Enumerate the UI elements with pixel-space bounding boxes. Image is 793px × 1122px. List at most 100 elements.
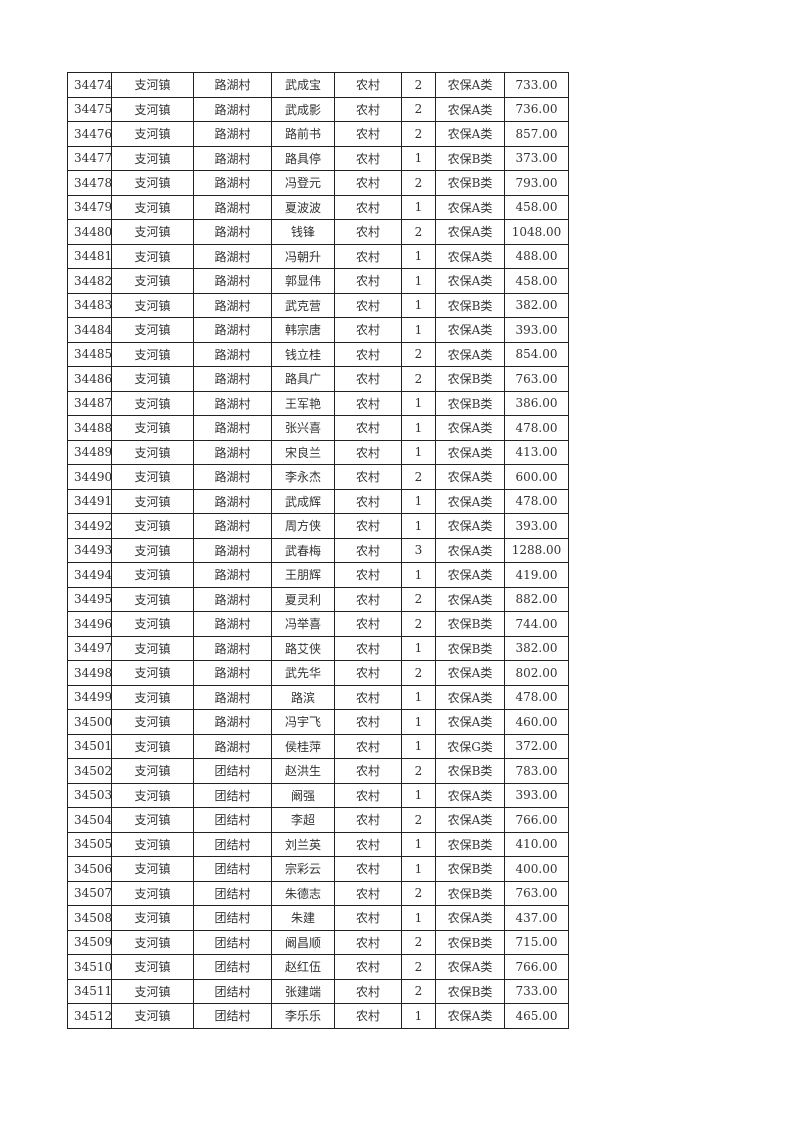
household-type-cell: 农村 — [334, 537, 402, 563]
count-cell: 2 — [401, 660, 436, 686]
person-name-cell: 武春梅 — [271, 537, 335, 563]
row-id-cell: 34504 — [67, 807, 112, 833]
town-cell: 支河镇 — [111, 782, 194, 808]
row-id-cell: 34494 — [67, 562, 112, 588]
count-cell: 1 — [401, 439, 436, 465]
count-cell: 1 — [401, 709, 436, 735]
household-type-cell: 农村 — [334, 758, 402, 784]
amount-cell: 382.00 — [504, 635, 569, 661]
insurance-category-cell: 农保A类 — [435, 954, 505, 980]
insurance-category-cell: 农保B类 — [435, 635, 505, 661]
row-id-cell: 34480 — [67, 219, 112, 245]
person-name-cell: 朱建 — [271, 905, 335, 931]
person-name-cell: 武克营 — [271, 292, 335, 318]
household-type-cell: 农村 — [334, 464, 402, 490]
amount-cell: 857.00 — [504, 121, 569, 147]
amount-cell: 460.00 — [504, 709, 569, 735]
village-cell: 路湖村 — [193, 415, 272, 441]
row-id-cell: 34510 — [67, 954, 112, 980]
insurance-category-cell: 农保A类 — [435, 96, 505, 122]
count-cell: 2 — [401, 880, 436, 906]
village-cell: 路湖村 — [193, 268, 272, 294]
amount-cell: 400.00 — [504, 856, 569, 882]
amount-cell: 382.00 — [504, 292, 569, 318]
count-cell: 2 — [401, 219, 436, 245]
household-type-cell: 农村 — [334, 782, 402, 808]
person-name-cell: 赵洪生 — [271, 758, 335, 784]
town-cell: 支河镇 — [111, 611, 194, 637]
row-id-cell: 34506 — [67, 856, 112, 882]
person-name-cell: 路艾侠 — [271, 635, 335, 661]
insurance-category-cell: 农保A类 — [435, 782, 505, 808]
village-cell: 路湖村 — [193, 72, 272, 98]
village-cell: 路湖村 — [193, 243, 272, 269]
household-type-cell: 农村 — [334, 611, 402, 637]
amount-cell: 1048.00 — [504, 219, 569, 245]
village-cell: 路湖村 — [193, 439, 272, 465]
insurance-category-cell: 农保B类 — [435, 366, 505, 392]
row-id-cell: 34492 — [67, 513, 112, 539]
town-cell: 支河镇 — [111, 1003, 194, 1029]
table-row: 34507 支河镇 团结村 朱德志 农村 2 农保B类 763.00 — [67, 880, 569, 906]
table-row: 34502 支河镇 团结村 赵洪生 农村 2 农保B类 783.00 — [67, 758, 569, 784]
row-id-cell: 34485 — [67, 341, 112, 367]
row-id-cell: 34502 — [67, 758, 112, 784]
insurance-category-cell: 农保A类 — [435, 194, 505, 220]
table-row: 34485 支河镇 路湖村 钱立桂 农村 2 农保A类 854.00 — [67, 341, 569, 367]
household-type-cell: 农村 — [334, 929, 402, 955]
village-cell: 路湖村 — [193, 317, 272, 343]
town-cell: 支河镇 — [111, 341, 194, 367]
count-cell: 1 — [401, 317, 436, 343]
insurance-category-cell: 农保A类 — [435, 537, 505, 563]
insurance-category-cell: 农保B类 — [435, 978, 505, 1004]
table-row: 34491 支河镇 路湖村 武成辉 农村 1 农保A类 478.00 — [67, 488, 569, 514]
table-row: 34488 支河镇 路湖村 张兴喜 农村 1 农保A类 478.00 — [67, 415, 569, 441]
table-row: 34501 支河镇 路湖村 侯桂萍 农村 1 农保G类 372.00 — [67, 733, 569, 759]
insurance-category-cell: 农保A类 — [435, 219, 505, 245]
amount-cell: 386.00 — [504, 390, 569, 416]
person-name-cell: 武成影 — [271, 96, 335, 122]
village-cell: 路湖村 — [193, 121, 272, 147]
town-cell: 支河镇 — [111, 831, 194, 857]
village-cell: 团结村 — [193, 807, 272, 833]
person-name-cell: 王朋辉 — [271, 562, 335, 588]
village-cell: 路湖村 — [193, 611, 272, 637]
household-type-cell: 农村 — [334, 513, 402, 539]
amount-cell: 854.00 — [504, 341, 569, 367]
village-cell: 路湖村 — [193, 635, 272, 661]
village-cell: 路湖村 — [193, 219, 272, 245]
table-row: 34506 支河镇 团结村 宗彩云 农村 1 农保B类 400.00 — [67, 856, 569, 882]
table-row: 34486 支河镇 路湖村 路具广 农村 2 农保B类 763.00 — [67, 366, 569, 392]
town-cell: 支河镇 — [111, 145, 194, 171]
count-cell: 1 — [401, 513, 436, 539]
person-name-cell: 韩宗唐 — [271, 317, 335, 343]
count-cell: 1 — [401, 635, 436, 661]
household-type-cell: 农村 — [334, 243, 402, 269]
count-cell: 2 — [401, 341, 436, 367]
village-cell: 团结村 — [193, 929, 272, 955]
person-name-cell: 路前书 — [271, 121, 335, 147]
amount-cell: 478.00 — [504, 415, 569, 441]
town-cell: 支河镇 — [111, 660, 194, 686]
table-row: 34492 支河镇 路湖村 周方侠 农村 1 农保A类 393.00 — [67, 513, 569, 539]
town-cell: 支河镇 — [111, 758, 194, 784]
person-name-cell: 张兴喜 — [271, 415, 335, 441]
count-cell: 2 — [401, 978, 436, 1004]
count-cell: 1 — [401, 194, 436, 220]
village-cell: 团结村 — [193, 856, 272, 882]
insurance-category-cell: 农保B类 — [435, 390, 505, 416]
row-id-cell: 34491 — [67, 488, 112, 514]
table-row: 34482 支河镇 路湖村 郭显伟 农村 1 农保A类 458.00 — [67, 268, 569, 294]
household-type-cell: 农村 — [334, 341, 402, 367]
count-cell: 2 — [401, 929, 436, 955]
table-row: 34483 支河镇 路湖村 武克营 农村 1 农保B类 382.00 — [67, 292, 569, 318]
row-id-cell: 34476 — [67, 121, 112, 147]
insurance-category-cell: 农保B类 — [435, 611, 505, 637]
table-row: 34477 支河镇 路湖村 路具停 农村 1 农保B类 373.00 — [67, 145, 569, 171]
person-name-cell: 宗彩云 — [271, 856, 335, 882]
count-cell: 2 — [401, 807, 436, 833]
row-id-cell: 34498 — [67, 660, 112, 686]
person-name-cell: 夏灵利 — [271, 586, 335, 612]
person-name-cell: 李永杰 — [271, 464, 335, 490]
household-type-cell: 农村 — [334, 219, 402, 245]
